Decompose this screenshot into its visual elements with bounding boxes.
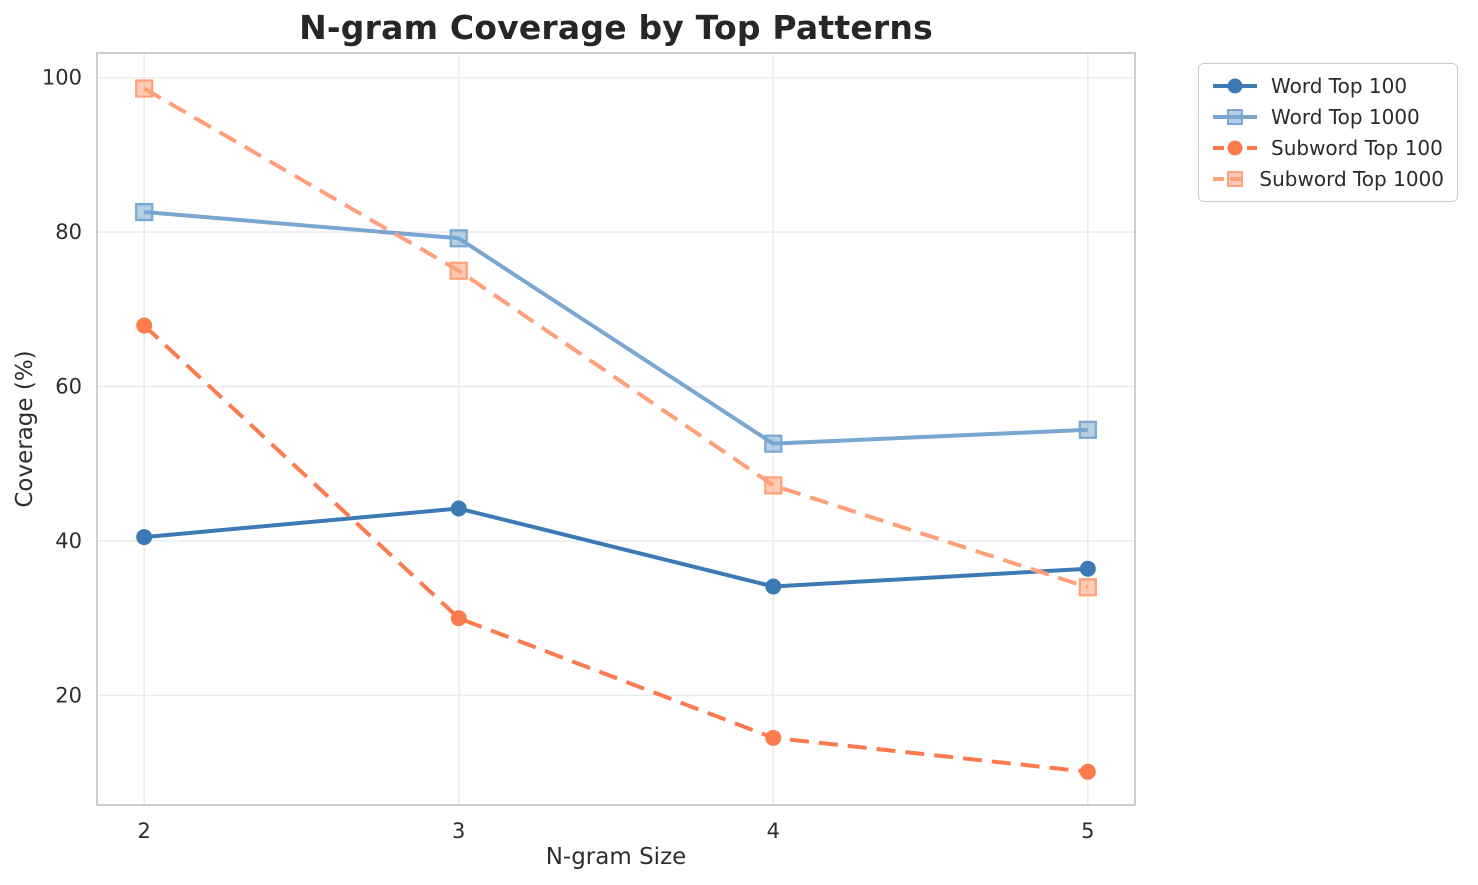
legend-line-sample	[1213, 171, 1247, 187]
legend-item: Word Top 100	[1212, 74, 1444, 98]
series-3-marker	[1079, 763, 1096, 780]
series-2-marker	[764, 434, 783, 453]
series-1-marker	[450, 500, 467, 517]
series-1-marker	[136, 529, 153, 546]
series-4-marker	[1078, 578, 1097, 597]
legend-label: Subword Top 1000	[1259, 167, 1444, 191]
legend-item: Subword Top 1000	[1212, 167, 1444, 191]
legend-line-sample	[1213, 140, 1257, 156]
series-line-3	[142, 324, 1089, 774]
series-line-2	[144, 210, 1088, 446]
legend-line-sample	[1213, 109, 1257, 125]
legend-circle-marker-icon	[1227, 78, 1243, 94]
series-4-marker	[135, 79, 154, 98]
y-axis-label: Coverage (%)	[12, 350, 38, 508]
series-4-marker	[764, 476, 783, 495]
y-tick-label: 80	[55, 220, 82, 244]
y-tick-label: 40	[55, 529, 82, 553]
x-tick-label: 5	[1081, 819, 1094, 843]
series-2-marker	[449, 229, 468, 248]
series-1-marker	[1079, 560, 1096, 577]
series-1-marker	[765, 578, 782, 595]
chart-title: N-gram Coverage by Top Patterns	[299, 8, 933, 47]
y-tick-label: 20	[55, 683, 82, 707]
x-axis-label: N-gram Size	[545, 844, 687, 870]
x-tick-label: 3	[452, 819, 465, 843]
legend-line-sample	[1213, 78, 1257, 94]
series-3-marker	[136, 317, 153, 334]
series-4-marker	[449, 261, 468, 280]
plot-border	[96, 52, 1136, 806]
y-tick-label: 100	[42, 66, 82, 90]
legend-square-marker-icon	[1227, 171, 1243, 187]
legend-item: Subword Top 100	[1212, 136, 1444, 160]
legend-item: Word Top 1000	[1212, 105, 1444, 129]
series-2-marker	[135, 202, 154, 222]
legend-label: Subword Top 100	[1271, 136, 1443, 160]
series-2-marker	[1078, 420, 1097, 439]
series-line-1	[144, 506, 1088, 589]
legend-square-marker-icon	[1227, 109, 1243, 125]
y-tick-label: 60	[55, 375, 82, 399]
legend-label: Word Top 100	[1271, 74, 1408, 98]
legend: Word Top 100 Word Top 1000 Subword Top 100…	[1198, 63, 1458, 202]
legend-circle-marker-icon	[1227, 140, 1243, 156]
series-line-4	[143, 86, 1089, 590]
x-tick-label: 4	[767, 819, 780, 843]
series-3-marker	[765, 729, 782, 746]
series-3-marker	[450, 610, 467, 627]
legend-label: Word Top 1000	[1271, 105, 1420, 129]
x-tick-label: 2	[137, 819, 150, 843]
